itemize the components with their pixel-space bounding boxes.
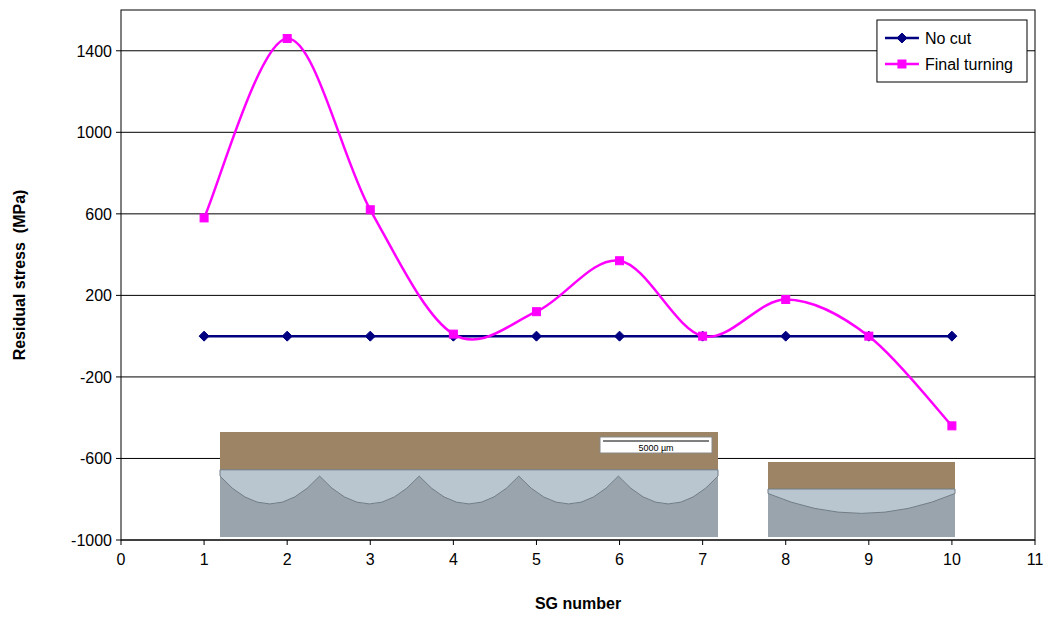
x-tick-label: 9	[864, 551, 873, 568]
micrograph-zone	[768, 489, 955, 513]
x-tick-label: 4	[449, 551, 458, 568]
legend-box	[877, 20, 1027, 82]
x-tick-label: 2	[283, 551, 292, 568]
x-tick	[951, 540, 952, 545]
series-line	[204, 335, 952, 338]
x-tick	[287, 540, 288, 545]
y-tick-label: -1000	[71, 532, 112, 549]
micrograph-top	[220, 432, 718, 472]
x-tick	[370, 540, 371, 545]
series-marker	[698, 331, 708, 341]
x-tick-label: 7	[698, 551, 707, 568]
x-tick	[1035, 540, 1036, 545]
plot-frame	[121, 10, 1035, 540]
y-tick-label: 600	[85, 206, 112, 223]
grid-line	[121, 376, 1035, 377]
x-axis-title: SG number	[535, 595, 621, 612]
micrograph-bg	[220, 432, 718, 537]
x-tick-label: 1	[200, 551, 209, 568]
series-marker	[282, 331, 292, 341]
series-marker	[781, 331, 791, 341]
micrograph-zone	[220, 470, 718, 504]
series-marker	[948, 422, 956, 430]
y-tick-label: 1400	[76, 43, 112, 60]
series-marker	[865, 332, 873, 340]
x-tick-label: 10	[943, 551, 961, 568]
y-tick	[116, 458, 121, 459]
y-tick-label: -600	[80, 450, 112, 467]
y-tick	[116, 540, 121, 541]
legend-marker	[898, 60, 906, 68]
series-marker	[864, 331, 874, 341]
x-tick	[702, 540, 703, 545]
x-tick-label: 8	[781, 551, 790, 568]
x-tick-label: 3	[366, 551, 375, 568]
series-marker	[616, 257, 624, 265]
grid-line	[121, 213, 1035, 214]
chart: -1000 -600 -200 200 600 1000 1400 0 1 2 3 4 5 6 7 8 9 10 1…	[0, 0, 1054, 623]
grid-line	[121, 295, 1035, 296]
x-tick	[785, 540, 786, 545]
series-marker	[200, 214, 208, 222]
micrograph-bg	[768, 462, 955, 537]
scale-bar-label: 5000 µm	[638, 443, 673, 453]
series-marker	[365, 331, 375, 341]
y-tick	[116, 295, 121, 296]
y-tick	[116, 132, 121, 133]
x-tick	[121, 540, 122, 545]
x-tick	[536, 540, 537, 545]
series-marker	[449, 330, 457, 338]
micrograph	[768, 462, 955, 537]
series-group	[199, 35, 957, 430]
x-tick-label: 5	[532, 551, 541, 568]
series-line	[204, 39, 952, 426]
x-tick	[868, 540, 869, 545]
series-marker	[199, 331, 209, 341]
y-tick	[116, 376, 121, 377]
legend-label: No cut	[925, 30, 972, 47]
scale-bar	[603, 441, 709, 442]
series-marker	[531, 331, 541, 341]
legend-label: Final turning	[925, 56, 1013, 73]
y-tick	[116, 50, 121, 51]
series-marker	[947, 331, 957, 341]
series-marker	[532, 308, 540, 316]
series-marker	[615, 331, 625, 341]
series-marker	[366, 206, 374, 214]
y-axis-title: Residual stress (MPa)	[11, 190, 28, 361]
x-tick	[453, 540, 454, 545]
series-marker	[283, 35, 291, 43]
y-tick-label: 1000	[76, 124, 112, 141]
micrograph-top	[768, 462, 955, 491]
x-tick-label: 6	[615, 551, 624, 568]
grid-line	[121, 132, 1035, 133]
y-tick	[116, 213, 121, 214]
x-tick-label: 11	[1027, 551, 1044, 568]
x-tick	[204, 540, 205, 545]
micrograph	[220, 432, 718, 537]
series-marker	[782, 295, 790, 303]
legend: No cut Final turning	[877, 20, 1027, 82]
legend-marker	[897, 33, 907, 43]
y-tick-label: -200	[80, 369, 112, 386]
series-marker	[699, 332, 707, 340]
y-tick-label: 200	[85, 287, 112, 304]
x-tick	[619, 540, 620, 545]
x-tick-label: 0	[117, 551, 126, 568]
scale-bar-box	[600, 437, 712, 453]
